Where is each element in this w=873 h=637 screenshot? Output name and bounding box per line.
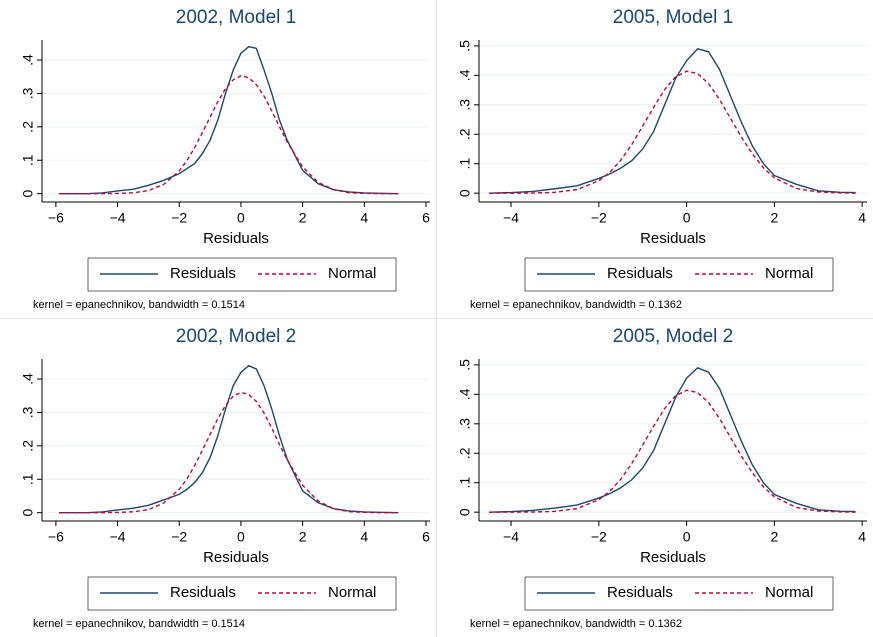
y-tick-label: .1	[457, 158, 473, 170]
series-line	[58, 364, 399, 514]
x-tick-label: 6	[422, 210, 430, 226]
chart-title: 2002, Model 2	[176, 326, 296, 347]
x-tick-label: −2	[591, 529, 607, 545]
x-tick-label: 2	[770, 529, 778, 545]
y-tick-label: .3	[20, 406, 36, 418]
x-tick-label: 4	[360, 529, 368, 545]
chart-title: 2005, Model 2	[613, 326, 733, 347]
legend-label: Normal	[328, 584, 376, 601]
y-tick-label: .4	[20, 373, 36, 385]
legend-label: Normal	[328, 265, 376, 282]
series-line	[58, 45, 399, 195]
x-axis-label: Residuals	[640, 549, 706, 566]
y-tick-label: .4	[457, 69, 473, 81]
y-tick-label: .2	[20, 440, 36, 452]
legend-label: Normal	[765, 265, 813, 282]
series-line	[58, 74, 399, 195]
legend-label: Normal	[765, 584, 813, 601]
x-tick-label: −6	[48, 529, 64, 545]
x-tick-label: 4	[858, 210, 866, 226]
legend-label: Residuals	[607, 584, 673, 601]
y-tick-label: .5	[457, 40, 473, 52]
y-tick-label: 0	[457, 508, 473, 516]
x-tick-label: −6	[48, 210, 64, 226]
series-line	[489, 70, 856, 194]
note: kernel = epanechnikov, bandwidth = 0.136…	[470, 299, 682, 311]
x-tick-label: 4	[360, 210, 368, 226]
x-tick-label: −4	[503, 210, 519, 226]
x-tick-label: −2	[591, 210, 607, 226]
note: kernel = epanechnikov, bandwidth = 0.151…	[33, 299, 245, 311]
x-axis-label: Residuals	[203, 549, 269, 566]
note: kernel = epanechnikov, bandwidth = 0.136…	[470, 618, 682, 630]
x-tick-label: −4	[503, 529, 519, 545]
y-tick-label: .2	[457, 447, 473, 459]
y-tick-label: 0	[457, 189, 473, 197]
series-line	[489, 367, 856, 513]
chart-title: 2002, Model 1	[176, 7, 296, 28]
x-tick-label: 4	[858, 529, 866, 545]
series-line	[489, 389, 856, 513]
x-tick-label: 0	[237, 210, 245, 226]
x-tick-label: 2	[770, 210, 778, 226]
x-axis-label: Residuals	[640, 230, 706, 247]
series-line	[58, 391, 399, 514]
x-tick-label: −2	[171, 529, 187, 545]
x-tick-label: 2	[299, 529, 307, 545]
x-tick-label: 0	[683, 210, 691, 226]
x-tick-label: 0	[237, 529, 245, 545]
x-tick-label: 0	[683, 529, 691, 545]
y-tick-label: .3	[457, 418, 473, 430]
y-tick-label: .4	[457, 388, 473, 400]
y-tick-label: .3	[457, 99, 473, 111]
x-tick-label: 6	[422, 529, 430, 545]
y-tick-label: .1	[20, 154, 36, 166]
legend-label: Residuals	[170, 265, 236, 282]
legend-label: Residuals	[170, 584, 236, 601]
series-line	[489, 48, 856, 194]
x-tick-label: −4	[110, 210, 126, 226]
y-tick-label: .4	[20, 54, 36, 66]
y-tick-label: .3	[20, 87, 36, 99]
note: kernel = epanechnikov, bandwidth = 0.151…	[33, 618, 245, 630]
x-tick-label: −2	[171, 210, 187, 226]
y-tick-label: .2	[20, 121, 36, 133]
x-axis-label: Residuals	[203, 230, 269, 247]
y-tick-label: .2	[457, 128, 473, 140]
x-tick-label: −4	[110, 529, 126, 545]
y-tick-label: .5	[457, 359, 473, 371]
y-tick-label: 0	[20, 509, 36, 517]
y-tick-label: .1	[457, 477, 473, 489]
y-tick-label: 0	[20, 190, 36, 198]
x-tick-label: 2	[299, 210, 307, 226]
legend-label: Residuals	[607, 265, 673, 282]
chart-title: 2005, Model 1	[613, 7, 733, 28]
y-tick-label: .1	[20, 473, 36, 485]
